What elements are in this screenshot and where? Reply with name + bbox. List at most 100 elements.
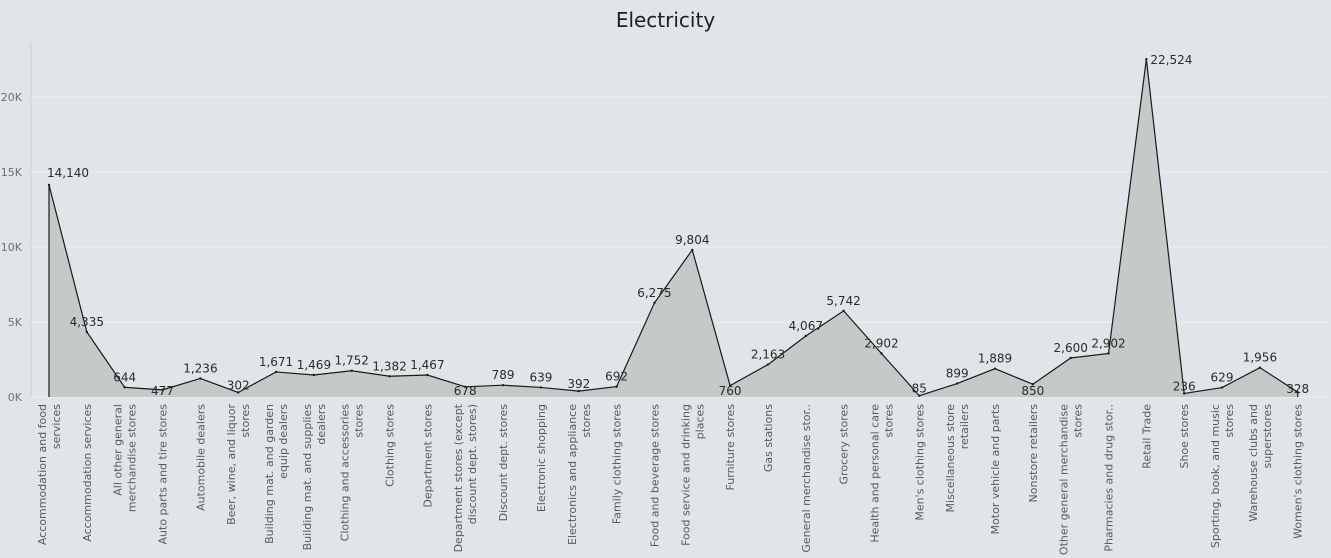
data-label: 2,902 (1091, 337, 1125, 351)
data-point (350, 369, 353, 372)
x-category-label: Electronic shopping (535, 404, 548, 512)
data-label: 328 (1286, 382, 1309, 396)
y-tick-label: 10K (1, 241, 23, 254)
x-category-label: Clothing and accessories (339, 404, 352, 542)
x-category-label: Food and beverage stores (648, 404, 661, 547)
x-category-label: places (693, 404, 706, 440)
x-category-label: Department stores (except (452, 403, 465, 552)
data-label: 1,752 (335, 354, 369, 368)
data-point (880, 352, 883, 355)
chart-title: Electricity (615, 8, 716, 32)
data-point (728, 384, 732, 387)
data-point (993, 367, 997, 370)
data-label: 477 (151, 384, 174, 398)
x-category-label: Men's clothing stores (913, 404, 926, 521)
data-point (1220, 386, 1224, 389)
data-label: 2,902 (864, 337, 898, 351)
x-category-label: discount dept. stores) (466, 404, 479, 524)
data-label: 9,804 (675, 233, 709, 247)
x-category-label: Accommodation services (81, 404, 94, 542)
x-category-label: Department stores (421, 404, 434, 508)
x-category-label: Automobile dealers (194, 404, 207, 511)
x-category-label: Sporting, book, and music (1209, 404, 1222, 548)
data-point (1069, 356, 1072, 360)
data-point (1296, 390, 1299, 394)
data-point (539, 386, 543, 389)
x-category-label: Building mat. and garden (263, 404, 276, 544)
data-label: 236 (1173, 380, 1196, 394)
data-point (312, 373, 316, 377)
x-category-label: Health and personal care (869, 404, 882, 543)
data-label: 789 (492, 368, 515, 382)
data-label: 85 (912, 382, 927, 396)
data-point (955, 382, 959, 385)
data-point (501, 383, 505, 387)
data-label: 1,467 (410, 358, 444, 372)
data-label: 1,671 (259, 355, 293, 369)
data-point (237, 391, 240, 394)
x-category-label: Pharmacies and drug stor.. (1103, 404, 1116, 552)
x-category-label: retailers (958, 404, 971, 450)
x-category-label: services (50, 404, 63, 449)
x-category-label: equip dealers (277, 404, 290, 479)
data-point (426, 373, 429, 377)
data-point (918, 394, 921, 397)
x-category-label: Accommodation and food (36, 404, 49, 545)
data-point (161, 388, 164, 392)
data-label: 639 (529, 370, 552, 384)
data-point (388, 375, 391, 378)
x-category-label: All other general (112, 404, 125, 496)
y-tick-label: 5K (8, 316, 23, 329)
y-tick-label: 15K (1, 166, 23, 179)
data-point (274, 370, 278, 374)
data-point (47, 183, 51, 187)
data-point (804, 334, 807, 338)
data-label: 1,956 (1243, 351, 1277, 365)
data-point (1258, 366, 1262, 369)
x-category-label: Miscellaneous store (944, 404, 957, 513)
x-category-label: Nonstore retailers (1027, 404, 1040, 503)
x-category-label: Shoe stores (1178, 404, 1191, 469)
x-category-label: stores (580, 404, 593, 438)
x-category-label: Gas stations (762, 404, 775, 472)
x-category-label: Food service and drinking (679, 404, 692, 546)
x-category-label: stores (883, 404, 896, 438)
x-category-label: Retail Trade (1140, 404, 1153, 469)
x-category-label: dealers (315, 404, 328, 445)
x-category-label: Women's clothing stores (1292, 404, 1305, 539)
data-point (464, 385, 467, 389)
x-category-label: stores (1223, 404, 1236, 438)
data-label: 2,163 (751, 348, 785, 362)
data-label: 678 (454, 384, 477, 398)
x-category-label: Other general merchandise (1058, 404, 1071, 555)
data-label: 392 (567, 377, 590, 391)
data-point (577, 389, 580, 393)
data-point (199, 377, 202, 380)
data-label: 14,140 (47, 166, 89, 180)
data-point (123, 386, 126, 389)
data-point (766, 363, 770, 366)
x-category-label: General merchandise stor.. (800, 404, 813, 553)
data-label: 644 (113, 370, 136, 384)
x-category-label: stores (353, 404, 366, 438)
x-category-label: Grocery stores (838, 404, 851, 485)
data-label: 6,275 (637, 286, 671, 300)
x-category-label: Electronics and appliance (566, 404, 579, 545)
data-label: 1,236 (183, 362, 217, 376)
x-category-label: Motor vehicle and parts (989, 404, 1002, 535)
data-point (653, 301, 656, 305)
data-label: 5,742 (826, 294, 860, 308)
y-tick-label: 20K (1, 91, 23, 104)
data-label: 1,889 (978, 352, 1012, 366)
data-point (1031, 383, 1035, 386)
data-label: 692 (605, 370, 628, 384)
data-label: 1,382 (372, 359, 406, 373)
x-category-label: Auto parts and tire stores (157, 404, 170, 545)
data-point (85, 330, 89, 334)
data-point (842, 309, 845, 313)
y-tick-label: 0K (8, 391, 23, 404)
data-label: 1,469 (297, 358, 331, 372)
x-category-label: merchandise stores (126, 404, 139, 512)
series-line (48, 59, 1299, 397)
